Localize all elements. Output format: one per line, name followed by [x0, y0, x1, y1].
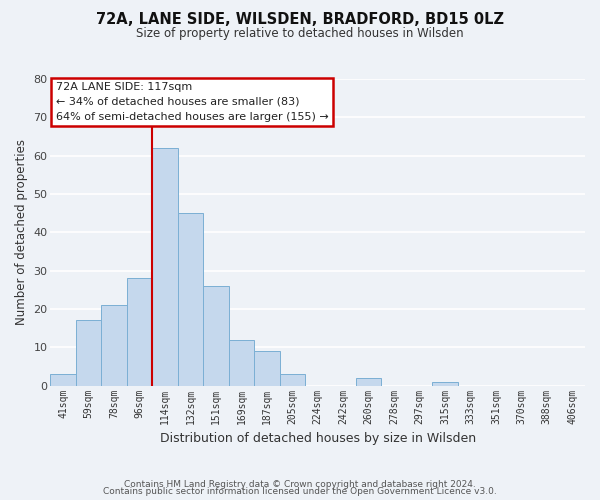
Bar: [280, 374, 305, 386]
Bar: [152, 148, 178, 386]
Y-axis label: Number of detached properties: Number of detached properties: [15, 140, 28, 326]
Text: Contains public sector information licensed under the Open Government Licence v3: Contains public sector information licen…: [103, 488, 497, 496]
Text: Contains HM Land Registry data © Crown copyright and database right 2024.: Contains HM Land Registry data © Crown c…: [124, 480, 476, 489]
Bar: [432, 382, 458, 386]
Bar: [229, 340, 254, 386]
Bar: [178, 213, 203, 386]
Text: 72A, LANE SIDE, WILSDEN, BRADFORD, BD15 0LZ: 72A, LANE SIDE, WILSDEN, BRADFORD, BD15 …: [96, 12, 504, 28]
Text: Size of property relative to detached houses in Wilsden: Size of property relative to detached ho…: [136, 28, 464, 40]
Bar: [254, 351, 280, 386]
X-axis label: Distribution of detached houses by size in Wilsden: Distribution of detached houses by size …: [160, 432, 476, 445]
Bar: [203, 286, 229, 386]
Text: 72A LANE SIDE: 117sqm
← 34% of detached houses are smaller (83)
64% of semi-deta: 72A LANE SIDE: 117sqm ← 34% of detached …: [56, 82, 329, 122]
Bar: [356, 378, 382, 386]
Bar: [76, 320, 101, 386]
Bar: [101, 305, 127, 386]
Bar: [50, 374, 76, 386]
Bar: [127, 278, 152, 386]
